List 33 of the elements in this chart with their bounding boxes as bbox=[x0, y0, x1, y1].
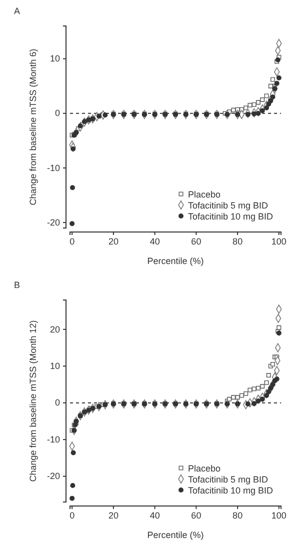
y-tick-label: 0 bbox=[54, 398, 60, 408]
chart-title: A bbox=[14, 6, 20, 16]
legend-label: Tofacitinib 10 mg BID bbox=[188, 486, 274, 496]
x-tick-label: 100 bbox=[271, 236, 286, 246]
x-tick-label: 20 bbox=[108, 510, 118, 520]
x-tick-label: 80 bbox=[232, 236, 243, 246]
x-tick-label: 80 bbox=[232, 510, 243, 520]
y-axis-title: Change from baseline mTSS (Month 12) bbox=[28, 320, 38, 482]
x-tick-label: 40 bbox=[150, 236, 160, 246]
x-tick-label: 60 bbox=[191, 510, 202, 520]
y-tick-label: 10 bbox=[50, 54, 60, 64]
x-tick-label: 20 bbox=[108, 236, 118, 246]
x-axis-title: Percentile (%) bbox=[147, 530, 204, 540]
y-tick-label: -20 bbox=[46, 217, 60, 228]
y-tick-label: -10 bbox=[46, 162, 60, 173]
legend-label: Tofacitinib 5 mg BID bbox=[188, 474, 269, 484]
x-tick-label: 0 bbox=[70, 236, 75, 246]
legend-label: Tofacitinib 10 mg BID bbox=[188, 212, 274, 222]
y-tick-label: 0 bbox=[54, 108, 60, 118]
y-tick-label: 10 bbox=[50, 360, 60, 371]
y-tick-label: -20 bbox=[46, 471, 60, 482]
x-tick-label: 60 bbox=[191, 236, 202, 246]
y-tick-label: 20 bbox=[50, 324, 60, 334]
x-tick-label: 100 bbox=[271, 510, 286, 520]
x-tick-label: 40 bbox=[150, 510, 160, 520]
legend-label: Placebo bbox=[188, 464, 221, 474]
y-axis-title: Change from baseline mTSS (Month 6) bbox=[28, 48, 38, 206]
x-tick-label: 0 bbox=[70, 510, 75, 520]
legend-label: Placebo bbox=[188, 190, 221, 200]
chart-title: B bbox=[14, 280, 20, 290]
legend-label: Tofacitinib 5 mg BID bbox=[188, 200, 269, 210]
x-axis-title: Percentile (%) bbox=[147, 256, 204, 266]
y-tick-label: -10 bbox=[46, 434, 60, 444]
